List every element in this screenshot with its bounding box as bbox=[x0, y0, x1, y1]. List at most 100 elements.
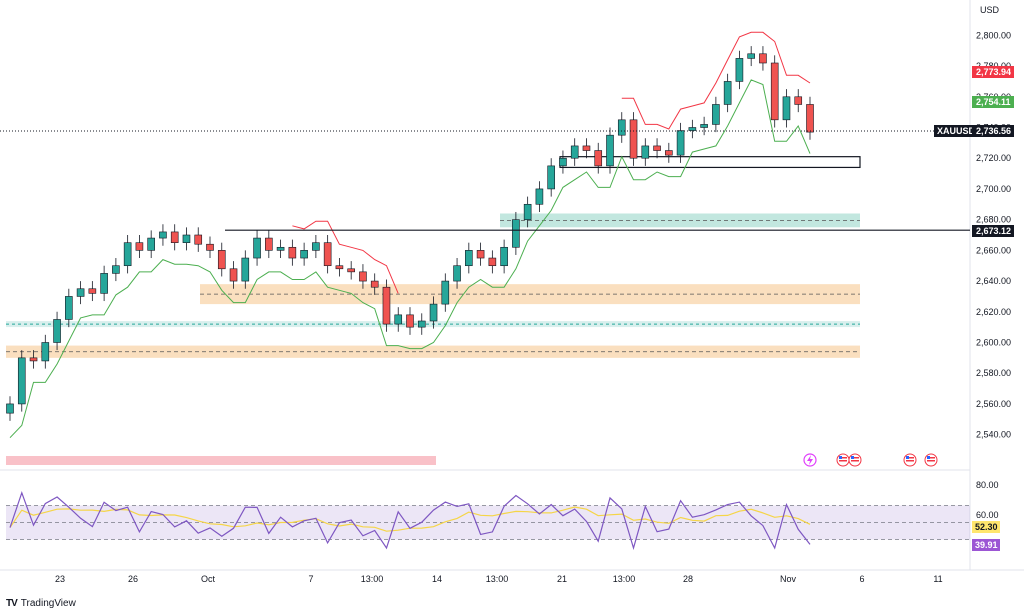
time-tick-label: 13:00 bbox=[361, 574, 384, 584]
current-price-label: 2,736.56 bbox=[976, 126, 1011, 136]
candle-body bbox=[747, 53, 755, 59]
candle-body bbox=[688, 127, 697, 131]
time-tick-label: 26 bbox=[128, 574, 138, 584]
time-tick-label: 13:00 bbox=[613, 574, 636, 584]
flag-stripe bbox=[851, 460, 859, 462]
candle-body bbox=[723, 81, 732, 105]
candle-body bbox=[582, 145, 591, 151]
rsi-pane[interactable] bbox=[6, 490, 970, 551]
lightning-glyph bbox=[807, 455, 813, 465]
candle-body bbox=[512, 219, 520, 248]
lightning-event[interactable] bbox=[803, 453, 817, 467]
candle-body bbox=[629, 119, 638, 159]
flag-canton bbox=[906, 456, 909, 459]
candle-body bbox=[276, 246, 285, 251]
candle-body bbox=[535, 188, 544, 205]
price-tick-label: 2,640.00 bbox=[976, 276, 1011, 286]
flag-stripe bbox=[839, 460, 847, 462]
candle-body bbox=[323, 242, 332, 267]
us-flag-event[interactable] bbox=[848, 453, 862, 467]
tradingview-logo-icon: TV bbox=[6, 598, 18, 609]
lower-band-badge: 2,754.11 bbox=[972, 96, 1014, 108]
supertrend-bands bbox=[9, 31, 811, 439]
candle-body bbox=[370, 280, 379, 288]
flag-stripe bbox=[906, 460, 914, 462]
symbol-label: XAUUSD bbox=[937, 126, 976, 136]
candle-body bbox=[417, 320, 426, 328]
candle-body bbox=[194, 234, 203, 245]
candle-body bbox=[441, 280, 450, 305]
candle-body bbox=[253, 237, 261, 259]
rsi-tick-80: 80.00 bbox=[976, 480, 999, 490]
candle-body bbox=[406, 314, 414, 328]
flag-stripe bbox=[927, 460, 935, 462]
rsi-line bbox=[9, 490, 811, 551]
demand-zone bbox=[500, 213, 860, 228]
chart-grid bbox=[0, 0, 1024, 571]
supertrend-lower-line bbox=[9, 79, 811, 439]
upper-band-label: 2,773.94 bbox=[976, 67, 1011, 77]
candle-body bbox=[123, 242, 132, 267]
candle-body bbox=[606, 134, 614, 167]
candle-body bbox=[676, 130, 685, 156]
rsi-value-label: 52.30 bbox=[975, 522, 998, 532]
candle-body bbox=[88, 288, 97, 294]
time-tick-label: 6 bbox=[859, 574, 864, 584]
candle-body bbox=[735, 58, 744, 82]
flag-stripe bbox=[906, 457, 914, 459]
candle-body bbox=[429, 303, 438, 322]
overlay-lines bbox=[0, 130, 970, 465]
economic-events[interactable] bbox=[803, 453, 938, 467]
time-tick-label: 23 bbox=[55, 574, 65, 584]
candle-body bbox=[347, 268, 355, 273]
candle-body bbox=[617, 119, 626, 136]
flag-stripe bbox=[927, 457, 935, 459]
time-axis[interactable]: 23 26 Oct 7 13:00 14 13:00 21 13:00 28 Nov 6 11 bbox=[55, 574, 943, 584]
candle-body bbox=[112, 265, 120, 274]
supertrend-upper-line bbox=[621, 31, 811, 130]
upper-band-badge: 2,773.94 bbox=[972, 66, 1014, 78]
candle-body bbox=[359, 271, 367, 282]
candle-body bbox=[65, 296, 73, 320]
candle-body bbox=[759, 53, 767, 64]
candle-body bbox=[770, 62, 779, 121]
candle-body bbox=[170, 231, 179, 243]
candle-body bbox=[453, 265, 461, 282]
candle-body bbox=[312, 242, 320, 251]
time-tick-label: 7 bbox=[308, 574, 313, 584]
flag-canton bbox=[927, 456, 930, 459]
candle-body bbox=[665, 150, 673, 156]
price-tick-label: 2,720.00 bbox=[976, 153, 1011, 163]
candle-body bbox=[29, 357, 38, 362]
us-flag-event[interactable] bbox=[836, 453, 850, 467]
price-tick-label: 2,600.00 bbox=[976, 338, 1011, 348]
rsi-ma-label: 39.91 bbox=[975, 540, 998, 550]
bottom-red-zone bbox=[6, 456, 436, 465]
flag-canton bbox=[851, 456, 854, 459]
us-flag-event[interactable] bbox=[903, 453, 917, 467]
candle-body bbox=[206, 243, 214, 251]
time-tick-label: 13:00 bbox=[486, 574, 509, 584]
time-tick-label: Oct bbox=[201, 574, 216, 584]
flag-stripe bbox=[851, 457, 859, 459]
time-tick-label: Nov bbox=[780, 574, 797, 584]
candle-body bbox=[641, 145, 650, 159]
candle-body bbox=[182, 234, 191, 243]
candle-body bbox=[159, 231, 167, 239]
time-tick-label: 11 bbox=[933, 574, 942, 584]
us-flag-event[interactable] bbox=[924, 453, 938, 467]
lower-band-label: 2,754.11 bbox=[976, 97, 1011, 107]
tradingview-brand[interactable]: TV TradingView bbox=[6, 598, 76, 609]
candle-body bbox=[488, 257, 497, 267]
price-tick-label: 2,580.00 bbox=[976, 368, 1011, 378]
candle-body bbox=[712, 104, 720, 125]
level-badge: 2,673.12 bbox=[972, 225, 1014, 237]
candle-body bbox=[100, 273, 108, 294]
price-tick-label: 2,680.00 bbox=[976, 215, 1011, 225]
candle-body bbox=[53, 319, 61, 343]
candle-body bbox=[147, 237, 155, 251]
price-tick-label: 2,800.00 bbox=[976, 30, 1011, 40]
supertrend-upper-line bbox=[292, 220, 399, 294]
